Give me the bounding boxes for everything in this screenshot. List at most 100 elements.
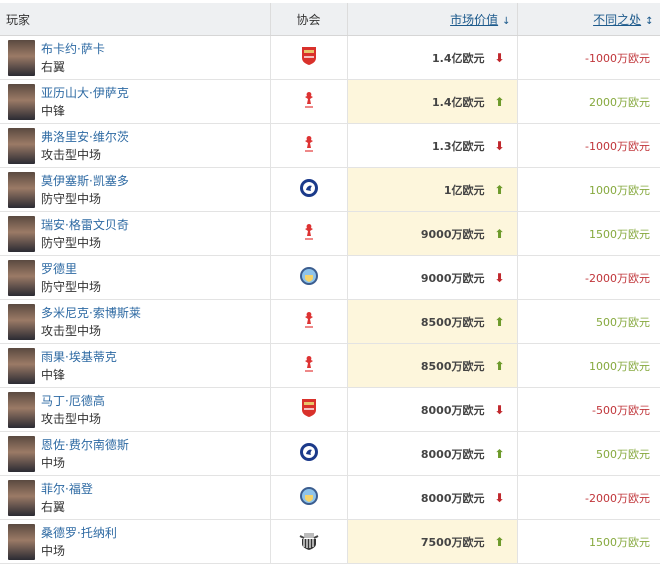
player-photo[interactable] xyxy=(8,83,35,120)
difference-cell: -2000万欧元 xyxy=(517,475,660,520)
player-name-link[interactable]: 罗德里 xyxy=(41,261,78,276)
player-position: 攻击型中场 xyxy=(41,323,102,338)
club-cell xyxy=(270,167,348,212)
sort-difference-link[interactable]: 不同之处 xyxy=(593,12,642,27)
club-cell xyxy=(270,299,348,344)
table-row: 弗洛里安·维尔茨 攻击型中场 1.3亿欧元 ⬇ -1000万欧元 xyxy=(0,123,660,168)
table-row: 亚历山大·伊萨克 中锋 1.4亿欧元 ⬆ 2000万欧元 xyxy=(0,79,660,124)
market-value-cell: 8500万欧元 ⬆ xyxy=(347,343,518,388)
player-position: 右翼 xyxy=(41,59,66,74)
liverpool-crest-icon[interactable] xyxy=(303,356,315,377)
market-value-cell: 9000万欧元 ⬆ xyxy=(347,211,518,256)
player-photo[interactable] xyxy=(8,479,35,516)
arsenal-crest-icon[interactable] xyxy=(301,47,317,69)
difference-cell: -1000万欧元 xyxy=(517,123,660,168)
man-city-crest-icon[interactable] xyxy=(299,267,319,289)
player-name-link[interactable]: 菲尔·福登 xyxy=(41,481,93,496)
sort-both-icon[interactable]: ↕ xyxy=(645,15,654,27)
player-name-link[interactable]: 莫伊塞斯·凯塞多 xyxy=(41,173,129,188)
sort-market-value-link[interactable]: 市场价值 xyxy=(450,12,499,27)
player-position: 防守型中场 xyxy=(41,191,102,206)
player-photo[interactable] xyxy=(8,303,35,340)
table-row: 布卡约·萨卡 右翼 1.4亿欧元 ⬇ -1000万欧元 xyxy=(0,35,660,80)
market-value-cell: 1.3亿欧元 ⬇ xyxy=(347,123,518,168)
market-value: 1.4亿欧元 xyxy=(432,51,485,65)
player-position: 中场 xyxy=(41,543,66,558)
table-header: 玩家 协会 市场价值 ↓ 不同之处 ↕ xyxy=(0,0,660,36)
club-cell xyxy=(270,123,348,168)
club-cell xyxy=(270,475,348,520)
difference-cell: -1000万欧元 xyxy=(517,35,660,80)
player-photo[interactable] xyxy=(8,523,35,560)
player-photo[interactable] xyxy=(8,127,35,164)
chelsea-crest-icon[interactable] xyxy=(299,179,319,201)
difference-cell: -2000万欧元 xyxy=(517,255,660,300)
club-cell xyxy=(270,255,348,300)
market-value: 8500万欧元 xyxy=(420,359,485,373)
market-value-cell: 8000万欧元 ⬇ xyxy=(347,475,518,520)
player-photo[interactable] xyxy=(8,435,35,472)
table-row: 恩佐·费尔南德斯 中场 8000万欧元 ⬆ 500万欧元 xyxy=(0,431,660,476)
player-photo[interactable] xyxy=(8,215,35,252)
header-club: 协会 xyxy=(270,0,348,36)
market-value: 8000万欧元 xyxy=(420,491,485,505)
market-value: 9000万欧元 xyxy=(420,227,485,241)
player-name-link[interactable]: 布卡约·萨卡 xyxy=(41,41,105,56)
arrow-up-icon: ⬆ xyxy=(494,358,505,373)
market-value-cell: 1亿欧元 ⬆ xyxy=(347,167,518,212)
player-cell: 雨果·埃基蒂克 中锋 xyxy=(0,343,271,388)
liverpool-crest-icon[interactable] xyxy=(303,136,315,157)
player-name-link[interactable]: 恩佐·费尔南德斯 xyxy=(41,437,129,452)
player-cell: 菲尔·福登 右翼 xyxy=(0,475,271,520)
table-row: 马丁·厄德高 攻击型中场 8000万欧元 ⬇ -500万欧元 xyxy=(0,387,660,432)
difference-cell: 1000万欧元 xyxy=(517,343,660,388)
player-name-link[interactable]: 瑞安·格雷文贝奇 xyxy=(41,217,129,232)
club-cell xyxy=(270,431,348,476)
liverpool-crest-icon[interactable] xyxy=(303,224,315,245)
man-city-crest-icon[interactable] xyxy=(299,487,319,509)
table-row: 雨果·埃基蒂克 中锋 8500万欧元 ⬆ 1000万欧元 xyxy=(0,343,660,388)
header-difference[interactable]: 不同之处 ↕ xyxy=(517,0,660,36)
table-row: 瑞安·格雷文贝奇 防守型中场 9000万欧元 ⬆ 1500万欧元 xyxy=(0,211,660,256)
arrow-up-icon: ⬆ xyxy=(494,182,505,197)
player-photo[interactable] xyxy=(8,259,35,296)
player-cell: 弗洛里安·维尔茨 攻击型中场 xyxy=(0,123,271,168)
player-name-link[interactable]: 多米尼克·索博斯莱 xyxy=(41,305,141,320)
difference-cell: 2000万欧元 xyxy=(517,79,660,124)
difference-cell: 500万欧元 xyxy=(517,299,660,344)
player-position: 防守型中场 xyxy=(41,235,102,250)
player-name-link[interactable]: 桑德罗·托纳利 xyxy=(41,525,117,540)
player-photo[interactable] xyxy=(8,347,35,384)
arrow-up-icon: ⬆ xyxy=(494,446,505,461)
player-photo[interactable] xyxy=(8,39,35,76)
arrow-down-icon: ⬇ xyxy=(494,402,505,417)
liverpool-crest-icon[interactable] xyxy=(303,312,315,333)
player-cell: 恩佐·费尔南德斯 中场 xyxy=(0,431,271,476)
player-cell: 罗德里 防守型中场 xyxy=(0,255,271,300)
arsenal-crest-icon[interactable] xyxy=(301,399,317,421)
chelsea-crest-icon[interactable] xyxy=(299,443,319,465)
header-market-value[interactable]: 市场价值 ↓ xyxy=(347,0,518,36)
header-player: 玩家 xyxy=(0,0,271,36)
table-row: 罗德里 防守型中场 9000万欧元 ⬇ -2000万欧元 xyxy=(0,255,660,300)
player-photo[interactable] xyxy=(8,391,35,428)
difference-cell: 1500万欧元 xyxy=(517,211,660,256)
market-value-cell: 7500万欧元 ⬆ xyxy=(347,519,518,564)
market-value-cell: 1.4亿欧元 ⬆ xyxy=(347,79,518,124)
market-value: 8000万欧元 xyxy=(420,403,485,417)
player-photo[interactable] xyxy=(8,171,35,208)
newcastle-crest-icon[interactable] xyxy=(298,533,320,553)
liverpool-crest-icon[interactable] xyxy=(303,92,315,113)
player-position: 攻击型中场 xyxy=(41,147,102,162)
market-value-cell: 8000万欧元 ⬆ xyxy=(347,431,518,476)
player-cell: 桑德罗·托纳利 中场 xyxy=(0,519,271,564)
difference-cell: 1000万欧元 xyxy=(517,167,660,212)
player-name-link[interactable]: 马丁·厄德高 xyxy=(41,393,105,408)
player-name-link[interactable]: 雨果·埃基蒂克 xyxy=(41,349,117,364)
arrow-up-icon: ⬆ xyxy=(494,534,505,549)
sort-down-icon[interactable]: ↓ xyxy=(502,15,511,27)
market-value: 8000万欧元 xyxy=(420,447,485,461)
player-name-link[interactable]: 弗洛里安·维尔茨 xyxy=(41,129,129,144)
player-name-link[interactable]: 亚历山大·伊萨克 xyxy=(41,85,129,100)
